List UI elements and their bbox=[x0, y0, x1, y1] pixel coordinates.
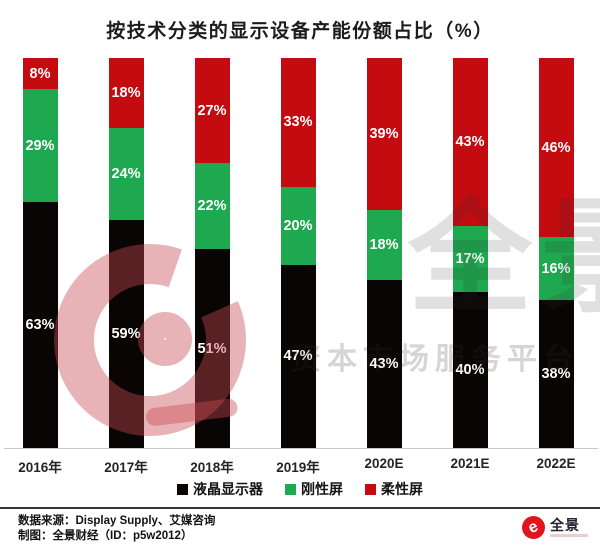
x-axis-label: 2020E bbox=[364, 456, 404, 471]
segment-value-label: 39% bbox=[369, 126, 399, 143]
segment-液晶显示器: 38% bbox=[538, 299, 574, 448]
credit-line: 制图：全景财经（ID：p5w2012） bbox=[18, 530, 193, 542]
bar-column-2021E: 40% 17% 43% 2021E bbox=[427, 58, 513, 471]
segment-液晶显示器: 59% bbox=[108, 220, 144, 448]
legend-item-柔性屏: 柔性屏 bbox=[365, 479, 423, 499]
segment-刚性屏: 20% bbox=[280, 186, 316, 265]
segment-value-label: 8% bbox=[29, 65, 51, 82]
bar-column-2019年: 47% 20% 33% 2019年 bbox=[255, 58, 341, 476]
stacked-bar: 59% 24% 18% bbox=[108, 58, 144, 448]
segment-value-label: 20% bbox=[283, 217, 313, 234]
segment-value-label: 40% bbox=[455, 362, 485, 378]
segment-柔性屏: 18% bbox=[108, 58, 144, 128]
segment-刚性屏: 17% bbox=[452, 225, 488, 292]
stacked-bar: 47% 20% 33% bbox=[280, 58, 316, 448]
x-axis-label: 2022E bbox=[536, 456, 576, 471]
bars-area: 63% 29% 8% 2016年 59% 24% 18% 2017年 51% 22% 27% 2018… bbox=[0, 58, 600, 476]
segment-柔性屏: 43% bbox=[452, 58, 488, 226]
segment-柔性屏: 33% bbox=[280, 58, 316, 187]
segment-value-label: 38% bbox=[541, 365, 571, 382]
segment-value-label: 17% bbox=[455, 250, 485, 267]
footer-divider bbox=[0, 507, 600, 509]
segment-柔性屏: 46% bbox=[538, 58, 574, 238]
brand-name-text: 全景 bbox=[550, 517, 580, 533]
x-axis-label: 2016年 bbox=[18, 460, 62, 475]
bar-column-2016年: 63% 29% 8% 2016年 bbox=[0, 58, 83, 476]
segment-液晶显示器: 40% bbox=[452, 292, 488, 448]
stacked-bar: 40% 17% 43% bbox=[452, 58, 488, 448]
bar-column-2022E: 38% 16% 46% 2022E bbox=[513, 58, 599, 471]
segment-液晶显示器: 63% bbox=[22, 202, 58, 448]
bar-column-2017年: 59% 24% 18% 2017年 bbox=[83, 58, 169, 476]
stacked-bar-chart: 63% 29% 8% 2016年 59% 24% 18% 2017年 51% 22% 27% 2018… bbox=[0, 58, 600, 476]
segment-刚性屏: 16% bbox=[538, 237, 574, 300]
x-axis-label: 2018年 bbox=[190, 460, 234, 475]
legend-swatch-icon bbox=[285, 483, 296, 495]
segment-柔性屏: 8% bbox=[22, 58, 58, 90]
x-axis-label: 2017年 bbox=[104, 460, 148, 475]
segment-value-label: 46% bbox=[541, 139, 571, 156]
segment-value-label: 16% bbox=[541, 260, 571, 277]
segment-value-label: 24% bbox=[111, 165, 141, 182]
segment-value-label: 51% bbox=[197, 340, 227, 357]
bar-column-2020E: 43% 18% 39% 2020E bbox=[341, 58, 427, 471]
segment-value-label: 33% bbox=[283, 114, 313, 131]
stacked-bar: 63% 29% 8% bbox=[22, 58, 58, 448]
segment-value-label: 18% bbox=[369, 237, 399, 254]
segment-value-label: 47% bbox=[283, 348, 313, 365]
segment-value-label: 22% bbox=[197, 198, 227, 215]
brand-e-icon: e bbox=[522, 516, 545, 539]
stacked-bar: 43% 18% 39% bbox=[366, 58, 402, 448]
data-source-line: 数据来源：Display Supply、艾媒咨询 bbox=[18, 515, 216, 527]
legend-swatch-icon bbox=[177, 483, 188, 495]
segment-value-label: 18% bbox=[111, 84, 141, 101]
segment-刚性屏: 29% bbox=[22, 89, 58, 203]
segment-液晶显示器: 47% bbox=[280, 264, 316, 448]
segment-液晶显示器: 43% bbox=[366, 280, 402, 448]
segment-value-label: 43% bbox=[455, 133, 485, 150]
legend-item-刚性屏: 刚性屏 bbox=[285, 479, 343, 499]
brand-logo: e 全景 bbox=[522, 516, 588, 539]
segment-value-label: 59% bbox=[111, 326, 141, 343]
segment-刚性屏: 18% bbox=[366, 210, 402, 281]
segment-液晶显示器: 51% bbox=[194, 249, 230, 448]
segment-value-label: 63% bbox=[25, 317, 55, 334]
x-axis-line bbox=[4, 448, 598, 449]
brand-subtext-placeholder bbox=[550, 534, 588, 537]
legend: 液晶显示器 刚性屏 柔性屏 bbox=[0, 479, 600, 499]
segment-刚性屏: 24% bbox=[108, 127, 144, 221]
x-axis-label: 2019年 bbox=[276, 460, 320, 475]
segment-value-label: 43% bbox=[369, 356, 399, 373]
segment-柔性屏: 39% bbox=[366, 58, 402, 211]
legend-swatch-icon bbox=[365, 483, 376, 495]
segment-刚性屏: 22% bbox=[194, 163, 230, 250]
bar-column-2018年: 51% 22% 27% 2018年 bbox=[169, 58, 255, 476]
x-axis-label: 2021E bbox=[450, 456, 490, 471]
segment-value-label: 27% bbox=[197, 102, 227, 119]
legend-label: 刚性屏 bbox=[301, 481, 343, 497]
footer: 数据来源：Display Supply、艾媒咨询 制图：全景财经（ID：p5w2… bbox=[0, 512, 600, 551]
segment-value-label: 29% bbox=[25, 137, 55, 154]
stacked-bar: 51% 22% 27% bbox=[194, 58, 230, 448]
stacked-bar: 38% 16% 46% bbox=[538, 58, 574, 448]
segment-柔性屏: 27% bbox=[194, 58, 230, 164]
legend-item-液晶显示器: 液晶显示器 bbox=[177, 479, 263, 499]
legend-label: 柔性屏 bbox=[381, 481, 423, 497]
chart-title: 按技术分类的显示设备产能份额占比（%） bbox=[106, 21, 494, 42]
legend-label: 液晶显示器 bbox=[193, 481, 263, 497]
